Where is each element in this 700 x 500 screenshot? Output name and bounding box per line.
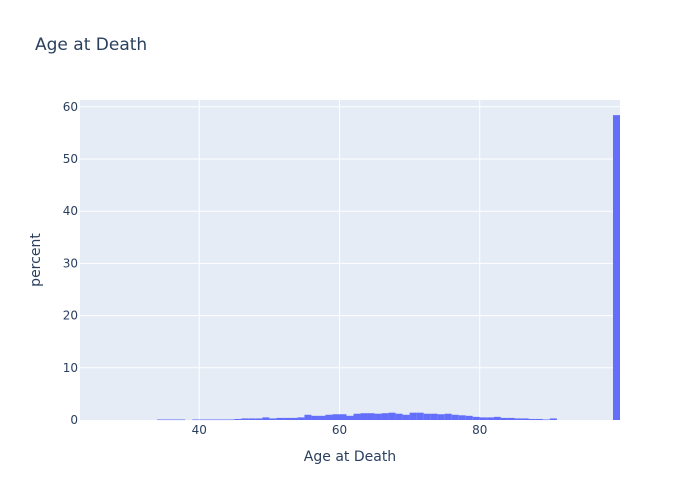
- histogram-bar: [269, 418, 277, 420]
- histogram-bar: [325, 414, 333, 420]
- bars: [157, 115, 620, 421]
- histogram-bar: [535, 418, 543, 420]
- histogram-bar: [262, 417, 270, 420]
- histogram-bar: [346, 415, 354, 420]
- histogram-bar: [297, 417, 305, 420]
- x-tick-label: 60: [332, 423, 347, 437]
- histogram-bar: [290, 417, 298, 420]
- plot-background: [80, 100, 620, 420]
- histogram-bar: [227, 419, 235, 421]
- histogram-bar: [304, 414, 312, 420]
- histogram-bar: [360, 413, 368, 420]
- histogram-bar: [374, 413, 382, 420]
- y-tick-label: 0: [70, 413, 78, 427]
- histogram-bar: [486, 417, 494, 420]
- histogram-bar: [521, 418, 529, 420]
- histogram-bar: [367, 413, 375, 420]
- histogram-bar: [213, 419, 221, 421]
- histogram-bar: [514, 418, 522, 420]
- histogram-bar: [388, 412, 396, 420]
- histogram-bar: [206, 419, 214, 421]
- histogram-bar: [199, 419, 207, 421]
- histogram-bar: [276, 417, 284, 420]
- histogram-bar: [220, 419, 228, 421]
- histogram-bar: [311, 415, 319, 420]
- histogram-bar: [528, 418, 536, 420]
- histogram-bar: [164, 419, 172, 421]
- histogram-bar: [178, 419, 186, 421]
- histogram-bar: [255, 418, 263, 420]
- histogram-bar: [283, 417, 291, 420]
- x-axis-title: Age at Death: [304, 449, 396, 465]
- histogram-bar: [479, 417, 487, 420]
- y-axis-title: percent: [28, 233, 44, 287]
- y-tick-label: 50: [63, 152, 78, 166]
- y-tick-label: 40: [63, 204, 78, 218]
- histogram-bar: [248, 418, 256, 420]
- histogram-bar: [423, 413, 431, 420]
- histogram-bar: [332, 414, 340, 420]
- histogram-bar: [500, 417, 508, 420]
- x-tick-label: 80: [472, 423, 487, 437]
- histogram-bar: [318, 415, 326, 420]
- y-tick-label: 20: [63, 309, 78, 323]
- chart-title: Age at Death: [35, 35, 147, 55]
- histogram-bar: [444, 413, 452, 420]
- histogram-bar: [234, 418, 242, 420]
- histogram-bar: [409, 412, 417, 420]
- histogram-bar: [612, 115, 620, 420]
- histogram-bar: [451, 414, 459, 420]
- y-tick-label: 60: [63, 100, 78, 114]
- x-axis-ticks: 40 60 80: [192, 423, 488, 437]
- histogram-bar: [171, 419, 179, 421]
- histogram-bar: [437, 414, 445, 420]
- histogram-bar: [458, 415, 466, 420]
- histogram-bar: [493, 416, 501, 420]
- y-tick-label: 30: [63, 256, 78, 270]
- histogram-bar: [507, 417, 515, 420]
- y-axis-ticks: 0 10 20 30 40 50 60: [63, 100, 78, 427]
- x-tick-label: 40: [192, 423, 207, 437]
- histogram-bar: [465, 415, 473, 420]
- grid-lines: [80, 100, 620, 420]
- histogram-bar: [381, 413, 389, 420]
- histogram-bar: [416, 412, 424, 420]
- histogram-bar: [157, 419, 165, 421]
- histogram-bar: [549, 418, 557, 420]
- histogram-bar: [430, 413, 438, 420]
- histogram-bar: [472, 416, 480, 420]
- histogram-bar: [192, 419, 200, 421]
- y-tick-label: 10: [63, 361, 78, 375]
- histogram-bar: [402, 414, 410, 420]
- histogram-bar: [339, 414, 347, 420]
- histogram-bar: [353, 413, 361, 420]
- histogram-bar: [542, 419, 550, 421]
- histogram-bar: [241, 418, 249, 420]
- histogram-bar: [395, 413, 403, 420]
